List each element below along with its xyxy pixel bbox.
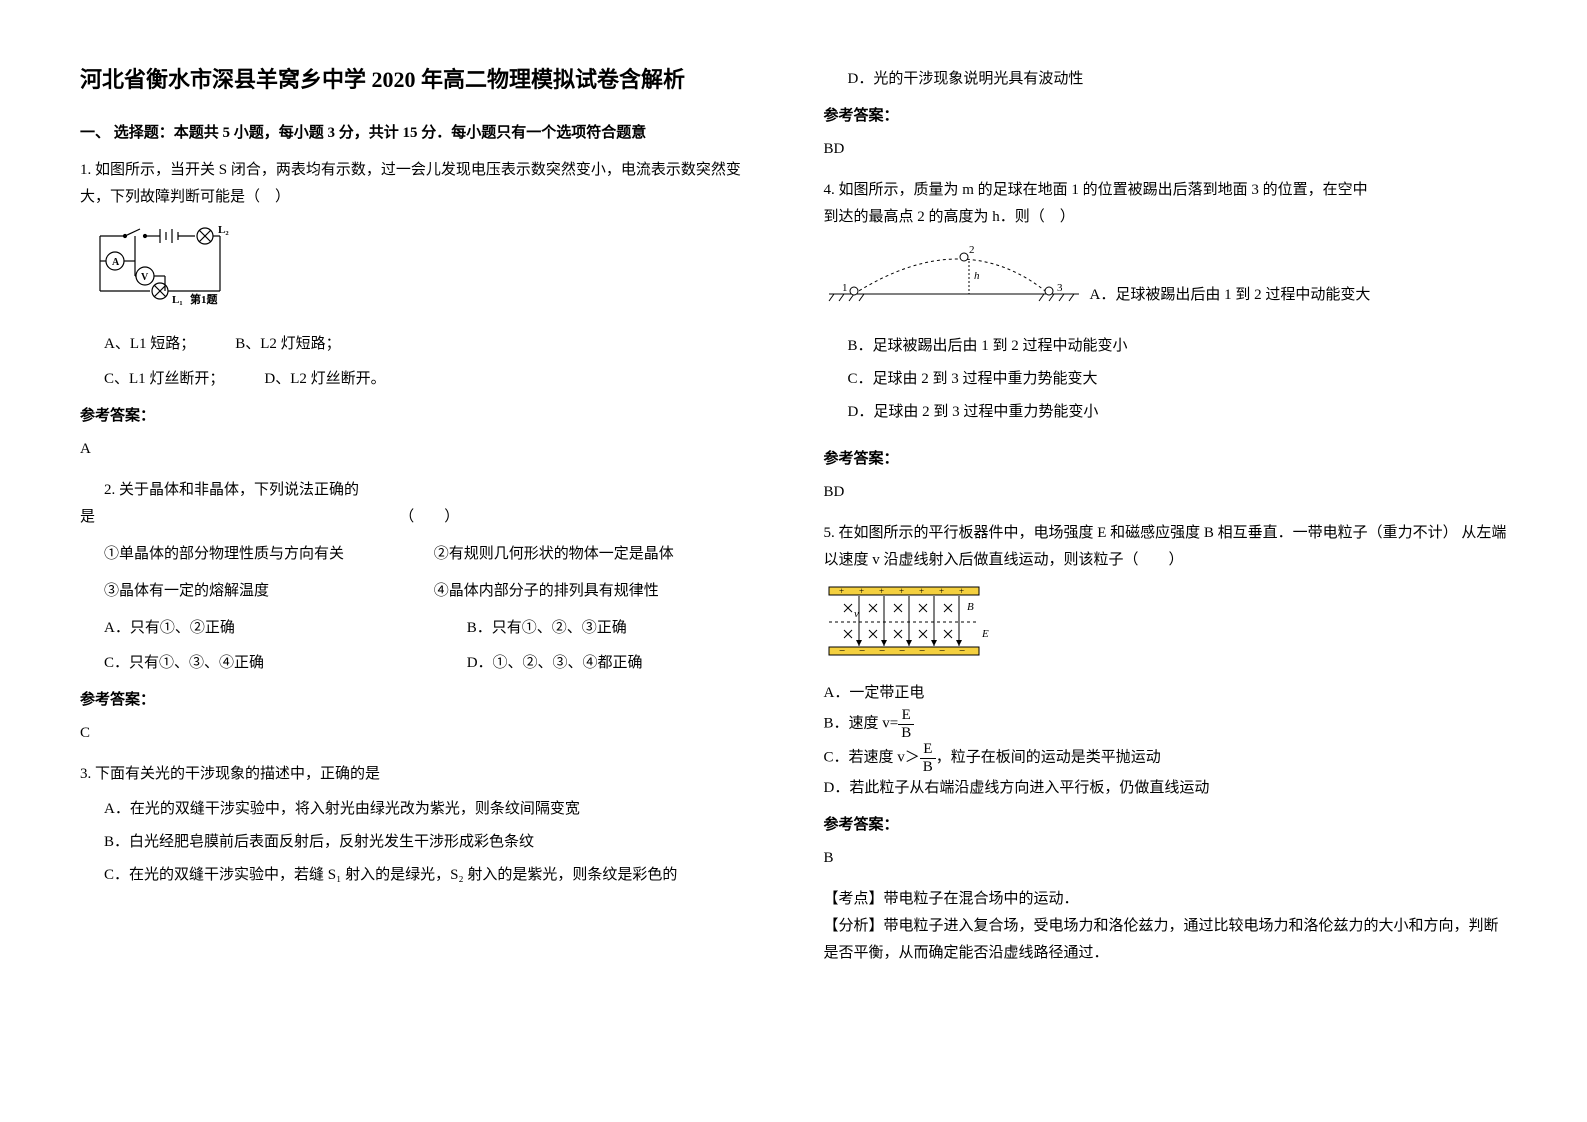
q5-opt-a: A．一定带正电 bbox=[824, 680, 1508, 707]
q4-opt-b: B．足球被踢出后由 1 到 2 过程中动能变小 bbox=[824, 333, 1508, 360]
svg-text:+: + bbox=[839, 586, 844, 596]
q1-answer: A bbox=[80, 436, 764, 463]
svg-text:−: − bbox=[859, 645, 865, 657]
q5-opt-b: B．速度 v=EB bbox=[824, 707, 1508, 741]
frac-den-2: B bbox=[920, 759, 936, 776]
frac-num-2: E bbox=[920, 741, 936, 759]
diagram-caption: 第1题 bbox=[190, 292, 218, 306]
svg-text:−: − bbox=[919, 645, 925, 657]
q4-answer: BD bbox=[824, 479, 1508, 506]
l1-label: L₁ bbox=[172, 294, 183, 306]
svg-text:−: − bbox=[939, 645, 945, 657]
svg-text:+: + bbox=[959, 586, 964, 596]
frac-num-1: E bbox=[898, 707, 914, 725]
q5-opt-d: D．若此粒子从右端沿虚线方向进入平行板，仍做直线运动 bbox=[824, 775, 1508, 802]
q2-answer: C bbox=[80, 720, 764, 747]
q1-answer-label: 参考答案： bbox=[80, 403, 764, 430]
svg-text:−: − bbox=[839, 645, 845, 657]
pt3-label: 3 bbox=[1057, 282, 1063, 294]
explain-text: 带电粒子进入复合场，受电场力和洛伦兹力，通过比较电场力和洛伦兹力的大小和方向，判… bbox=[824, 918, 1499, 961]
q1-circuit-diagram: A V L₂ L₁ 第1题 bbox=[90, 221, 764, 321]
q4-trajectory-diagram: 1 2 3 h bbox=[824, 239, 1084, 319]
analysis-text: 带电粒子在混合场中的运动． bbox=[884, 891, 1079, 907]
left-column: 河北省衡水市深县羊窝乡中学 2020 年高二物理模拟试卷含解析 一、 选择题：本… bbox=[80, 60, 764, 977]
svg-text:+: + bbox=[899, 586, 904, 596]
frac-den-1: B bbox=[898, 725, 914, 742]
pt2-label: 2 bbox=[969, 244, 975, 256]
q2-s2: ②有规则几何形状的物体一定是晶体 bbox=[434, 541, 764, 568]
q2-text-l2: 是 bbox=[80, 504, 95, 531]
e-label: E bbox=[981, 628, 989, 640]
pt1-label: 1 bbox=[842, 282, 848, 294]
q3-opt-a: A．在光的双缝干涉实验中，将入射光由绿光改为紫光，则条纹间隔变宽 bbox=[80, 796, 764, 823]
q2-opt-c: C．只有①、③、④正确 bbox=[104, 650, 467, 677]
q2-answer-label: 参考答案： bbox=[80, 687, 764, 714]
q1-opt-b: B、L2 灯短路； bbox=[235, 331, 340, 358]
q3-opt-d: D．光的干涉现象说明光具有波动性 bbox=[824, 66, 1508, 93]
q5-opt-c-pre: C．若速度 v＞ bbox=[824, 749, 920, 765]
q2-paren: （ ） bbox=[95, 504, 763, 531]
q5-answer-label: 参考答案： bbox=[824, 812, 1508, 839]
section-1-heading: 一、 选择题：本题共 5 小题，每小题 3 分，共计 15 分．每小题只有一个选… bbox=[80, 120, 764, 147]
svg-text:−: − bbox=[899, 645, 905, 657]
q4-opt-d: D．足球由 2 到 3 过程中重力势能变小 bbox=[824, 399, 1508, 426]
q3-opt-b: B．白光经肥皂膜前后表面反射后，反射光发生干涉形成彩色条纹 bbox=[80, 829, 764, 856]
ammeter-label: A bbox=[112, 257, 120, 268]
q1-opt-d: D、L2 灯丝断开。 bbox=[264, 366, 385, 393]
svg-text:−: − bbox=[879, 645, 885, 657]
q5-opt-b-pre: B．速度 v= bbox=[824, 715, 899, 731]
right-column: D．光的干涉现象说明光具有波动性 参考答案： BD 4. 如图所示，质量为 m … bbox=[824, 60, 1508, 977]
q4-answer-label: 参考答案： bbox=[824, 446, 1508, 473]
analysis-label: 【考点】 bbox=[824, 891, 884, 907]
voltmeter-label: V bbox=[141, 272, 149, 283]
q1-opt-a: A、L1 短路； bbox=[104, 331, 195, 358]
q4-opt-c: C．足球由 2 到 3 过程中重力势能变大 bbox=[824, 366, 1508, 393]
q2-opt-d: D．①、②、③、④都正确 bbox=[467, 650, 764, 677]
exam-title: 河北省衡水市深县羊窝乡中学 2020 年高二物理模拟试卷含解析 bbox=[80, 60, 764, 100]
q5-analysis: 【考点】带电粒子在混合场中的运动． bbox=[824, 886, 1508, 913]
svg-text:−: − bbox=[959, 645, 965, 657]
q2-s3: ③晶体有一定的熔解温度 bbox=[104, 578, 434, 605]
q5-answer: B bbox=[824, 845, 1508, 872]
q2-s4: ④晶体内部分子的排列具有规律性 bbox=[434, 578, 764, 605]
svg-text:+: + bbox=[859, 586, 864, 596]
q3-opt-c: C．在光的双缝干涉实验中，若缝 S₁ 射入的是绿光，S₂ 射入的是紫光，则条纹是… bbox=[80, 862, 764, 889]
svg-text:+: + bbox=[919, 586, 924, 596]
q5-explain: 【分析】带电粒子进入复合场，受电场力和洛伦兹力，通过比较电场力和洛伦兹力的大小和… bbox=[824, 913, 1508, 967]
q5-capacitor-diagram: + + + + + + + − − − − − − − bbox=[824, 582, 1508, 672]
q5-opt-c-post: ，粒子在板间的运动是类平抛运动 bbox=[936, 749, 1161, 765]
question-3: 3. 下面有关光的干涉现象的描述中，正确的是 A．在光的双缝干涉实验中，将入射光… bbox=[80, 761, 764, 889]
q3-text: 3. 下面有关光的干涉现象的描述中，正确的是 bbox=[80, 761, 764, 788]
q4-text-l1: 4. 如图所示，质量为 m 的足球在地面 1 的位置被踢出后落到地面 3 的位置… bbox=[824, 177, 1508, 204]
q1-opt-c: C、L1 灯丝断开； bbox=[104, 366, 224, 393]
q4-text-l2: 到达的最高点 2 的高度为 h．则（ ） bbox=[824, 204, 1508, 231]
b-label: B bbox=[967, 601, 974, 613]
svg-text:+: + bbox=[879, 586, 884, 596]
q2-opt-a: A．只有①、②正确 bbox=[104, 615, 467, 642]
q2-text-l1: 2. 关于晶体和非晶体，下列说法正确的 bbox=[80, 477, 764, 504]
l2-label: L₂ bbox=[218, 224, 229, 236]
q3-answer: BD bbox=[824, 136, 1508, 163]
question-4: 4. 如图所示，质量为 m 的足球在地面 1 的位置被踢出后落到地面 3 的位置… bbox=[824, 177, 1508, 506]
q1-text: 1. 如图所示，当开关 S 闭合，两表均有示数，过一会儿发现电压表示数突然变小，… bbox=[80, 157, 764, 211]
q2-s1: ①单晶体的部分物理性质与方向有关 bbox=[104, 541, 434, 568]
q5-text: 5. 在如图所示的平行板器件中，电场强度 E 和磁感应强度 B 相互垂直．一带电… bbox=[824, 520, 1508, 574]
q4-opt-a: A．足球被踢出后由 1 到 2 过程中动能变大 bbox=[1090, 282, 1371, 327]
svg-text:+: + bbox=[939, 586, 944, 596]
v-label: v bbox=[854, 608, 859, 620]
q2-opt-b: B．只有①、②、③正确 bbox=[467, 615, 764, 642]
h-label: h bbox=[974, 270, 980, 282]
question-1: 1. 如图所示，当开关 S 闭合，两表均有示数，过一会儿发现电压表示数突然变小，… bbox=[80, 157, 764, 463]
explain-label: 【分析】 bbox=[824, 918, 884, 934]
question-5: 5. 在如图所示的平行板器件中，电场强度 E 和磁感应强度 B 相互垂直．一带电… bbox=[824, 520, 1508, 967]
q5-opt-c: C．若速度 v＞EB，粒子在板间的运动是类平抛运动 bbox=[824, 741, 1508, 775]
question-2: 2. 关于晶体和非晶体，下列说法正确的 是 （ ） ①单晶体的部分物理性质与方向… bbox=[80, 477, 764, 747]
q3-answer-label: 参考答案： bbox=[824, 103, 1508, 130]
